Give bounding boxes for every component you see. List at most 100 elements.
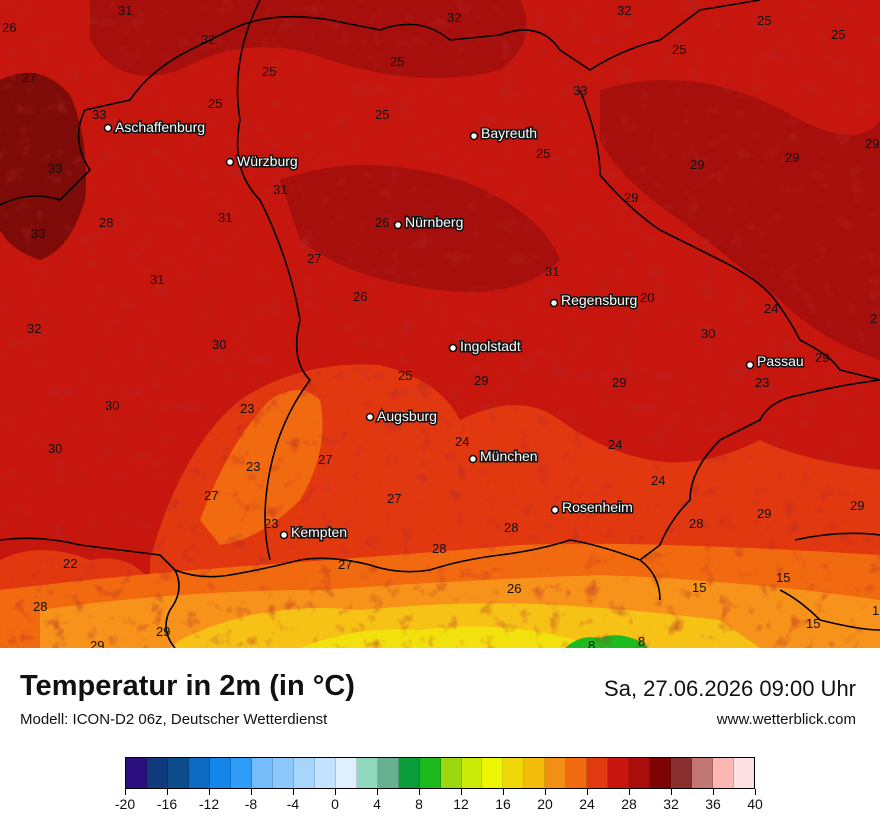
city-muenchen: München (468, 447, 539, 466)
map-value: 31 (545, 264, 559, 279)
model-source: Modell: ICON-D2 06z, Deutscher Wetterdie… (20, 711, 328, 728)
map-value: 24 (764, 301, 778, 316)
map-value: 25 (757, 13, 771, 28)
city-marker (365, 412, 375, 422)
map-value: 15 (692, 580, 706, 595)
legend-tick (251, 789, 252, 795)
map-value: 27 (22, 70, 36, 85)
map-value: 24 (608, 437, 622, 452)
map-value: 27 (338, 557, 352, 572)
legend-tick (335, 789, 336, 795)
map-value: 26 (507, 581, 521, 596)
border-south-lakes (779, 532, 880, 631)
legend-swatch (503, 758, 525, 788)
forecast-datetime: Sa, 27.06.2026 09:00 Uhr (604, 676, 856, 701)
legend-swatch (524, 758, 546, 788)
map-value: 31 (150, 272, 164, 287)
map-value: 31 (273, 182, 287, 197)
map-value: 23 (755, 375, 769, 390)
legend-tick (587, 789, 588, 795)
map-value: 29 (156, 624, 170, 639)
map-value: 28 (99, 215, 113, 230)
legend-tick (755, 789, 756, 795)
city-label: München (480, 448, 538, 464)
legend-swatch (419, 758, 441, 788)
map-value: 28 (689, 516, 703, 531)
legend-swatch (188, 758, 210, 788)
border-austria-east (639, 379, 880, 561)
city-label: Rosenheim (562, 499, 633, 515)
legend-swatch (335, 758, 357, 788)
map-value: 23 (264, 516, 278, 531)
legend-tick-label: -8 (244, 796, 258, 812)
color-legend (125, 757, 755, 789)
legend-swatch (692, 758, 714, 788)
city-marker (448, 343, 458, 353)
map-value: 25 (390, 54, 404, 69)
map-value: 33 (31, 226, 45, 241)
map-value: 25 (375, 107, 389, 122)
city-regensburg: Regensburg (549, 291, 639, 310)
map-value: 25 (262, 64, 276, 79)
legend-tick (629, 789, 630, 795)
city-marker (549, 298, 559, 308)
city-label: Würzburg (237, 153, 298, 169)
legend-swatch (167, 758, 189, 788)
map-value: 29 (850, 498, 864, 513)
map-value: 32 (201, 32, 215, 47)
legend-tick-label: 28 (621, 796, 637, 812)
city-label: Nürnberg (405, 214, 463, 230)
map-value: 31 (218, 210, 232, 225)
website-link[interactable]: www.wetterblick.com (716, 711, 856, 728)
legend-swatch (356, 758, 378, 788)
map-value: 28 (432, 541, 446, 556)
map-value: 23 (240, 401, 254, 416)
map-value: 33 (92, 107, 106, 122)
map-value: 29 (612, 375, 626, 390)
legend-tick-label: -20 (114, 796, 136, 812)
legend-swatch (545, 758, 567, 788)
legend-tick-label: -4 (286, 796, 300, 812)
legend-tick (125, 789, 126, 795)
map-value: 33 (573, 83, 587, 98)
city-label: Ingolstadt (460, 338, 521, 354)
map-value: 27 (387, 491, 401, 506)
legend-swatch (209, 758, 231, 788)
city-marker (279, 530, 289, 540)
city-marker (225, 157, 235, 167)
legend-tick-label: 20 (537, 796, 553, 812)
map-value: 27 (204, 488, 218, 503)
map-value: 8 (588, 638, 595, 648)
map-value: 32 (617, 3, 631, 18)
map-value: 25 (208, 96, 222, 111)
legend-tick (167, 789, 168, 795)
city-wuerzburg: Würzburg (225, 152, 299, 171)
map-value: 15 (776, 570, 790, 585)
legend-swatch (482, 758, 504, 788)
map-value: 26 (2, 20, 16, 35)
city-label: Aschaffenburg (115, 119, 205, 135)
map-value: 25 (831, 27, 845, 42)
legend-swatch (251, 758, 273, 788)
city-marker (745, 360, 755, 370)
temperature-map: 31 32 32 26 25 25 32 27 25 25 25 33 25 3… (0, 0, 880, 648)
temperature-field (0, 0, 880, 648)
cities: Aschaffenburg Würzburg Bayreuth Nürnberg… (103, 118, 805, 542)
map-value: 33 (48, 161, 62, 176)
legend-swatch (377, 758, 399, 788)
city-label: Kempten (291, 524, 347, 540)
map-value: 30 (105, 398, 119, 413)
legend-tick-label: 4 (373, 796, 381, 812)
value-labels: 31 32 32 26 25 25 32 27 25 25 25 33 25 3… (2, 3, 879, 648)
state-border-bavaria (0, 0, 761, 206)
borders (0, 0, 880, 648)
city-label: Augsburg (377, 408, 437, 424)
legend-swatch (461, 758, 483, 788)
city-marker (468, 454, 478, 464)
map-value: 29 (785, 150, 799, 165)
map-value: 20 (640, 290, 654, 305)
legend-tick (503, 789, 504, 795)
border-west (236, 0, 311, 561)
border-alps (0, 537, 661, 648)
legend-tick (293, 789, 294, 795)
